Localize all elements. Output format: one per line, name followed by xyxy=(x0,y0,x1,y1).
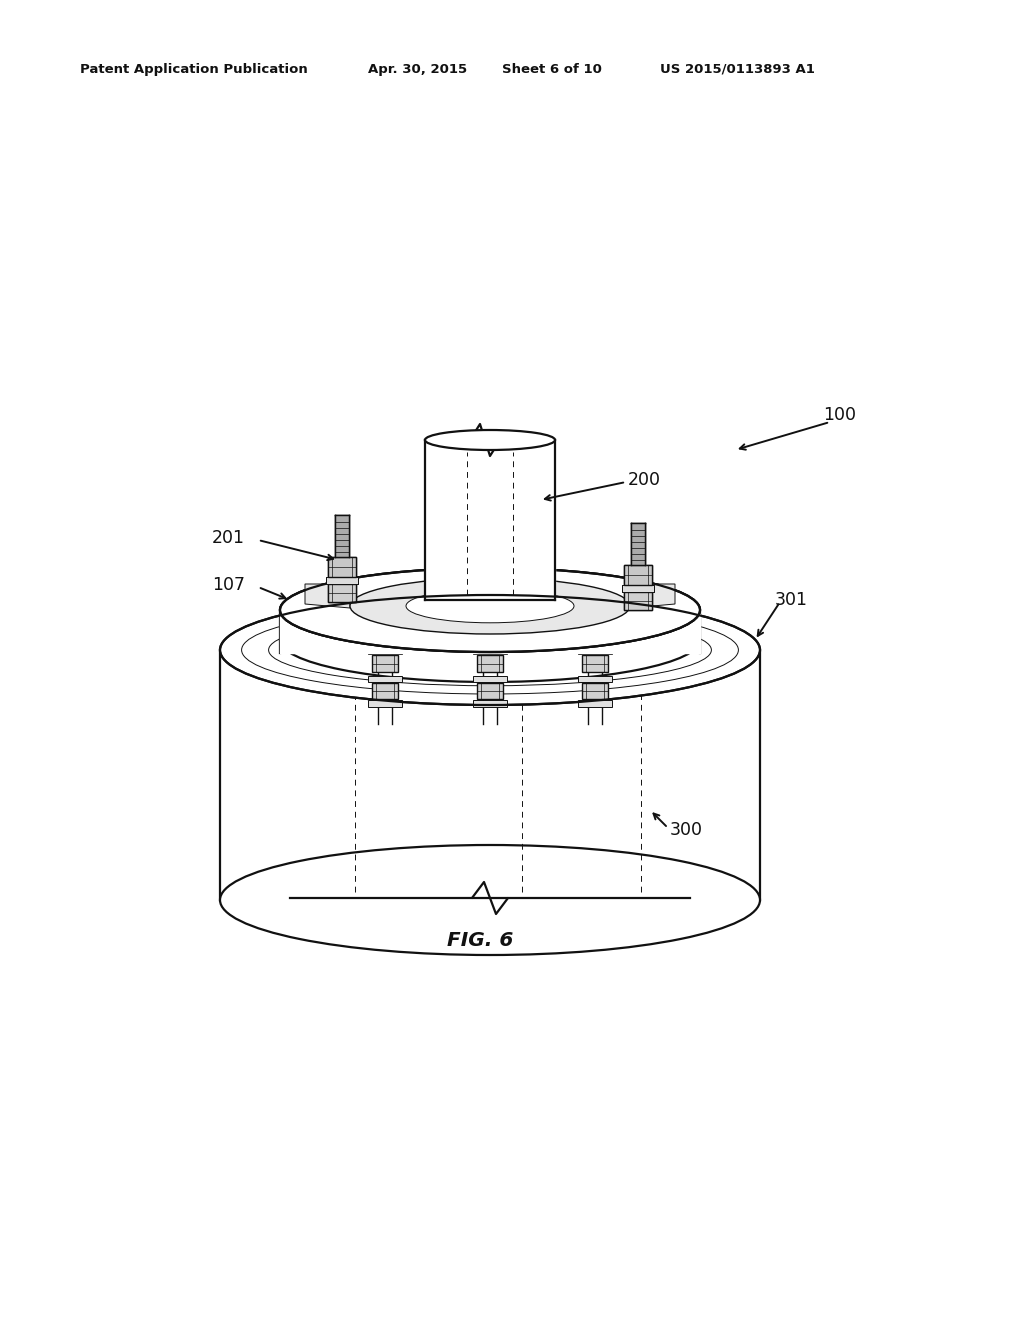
Polygon shape xyxy=(328,557,356,577)
Polygon shape xyxy=(368,700,402,708)
Polygon shape xyxy=(622,585,654,591)
Ellipse shape xyxy=(425,430,555,450)
Ellipse shape xyxy=(280,568,700,652)
Ellipse shape xyxy=(280,568,700,652)
Text: Apr. 30, 2015: Apr. 30, 2015 xyxy=(368,63,467,77)
Polygon shape xyxy=(368,647,402,653)
Polygon shape xyxy=(582,655,608,672)
Ellipse shape xyxy=(220,595,760,705)
Polygon shape xyxy=(624,565,652,585)
Text: 301: 301 xyxy=(775,591,808,609)
Polygon shape xyxy=(582,682,608,700)
Polygon shape xyxy=(578,676,612,682)
Polygon shape xyxy=(624,591,652,610)
Polygon shape xyxy=(630,583,675,609)
Polygon shape xyxy=(477,682,503,700)
Polygon shape xyxy=(578,647,612,653)
Ellipse shape xyxy=(350,578,630,634)
Polygon shape xyxy=(473,647,507,653)
Polygon shape xyxy=(372,655,398,672)
Polygon shape xyxy=(478,576,506,594)
Ellipse shape xyxy=(350,578,630,634)
Text: 200: 200 xyxy=(628,471,662,488)
Text: 107: 107 xyxy=(212,576,245,594)
Polygon shape xyxy=(473,700,507,708)
Polygon shape xyxy=(476,569,508,576)
Polygon shape xyxy=(578,700,612,708)
Text: 300: 300 xyxy=(670,821,703,840)
Polygon shape xyxy=(328,583,356,602)
Polygon shape xyxy=(326,577,358,583)
Ellipse shape xyxy=(220,845,760,954)
Polygon shape xyxy=(305,583,350,609)
Text: Patent Application Publication: Patent Application Publication xyxy=(80,63,308,77)
Text: 201: 201 xyxy=(212,529,245,546)
Polygon shape xyxy=(478,576,506,594)
Polygon shape xyxy=(368,676,402,682)
Text: US 2015/0113893 A1: US 2015/0113893 A1 xyxy=(660,63,815,77)
Text: Sheet 6 of 10: Sheet 6 of 10 xyxy=(502,63,602,77)
Polygon shape xyxy=(372,682,398,700)
Ellipse shape xyxy=(406,589,574,623)
Polygon shape xyxy=(328,583,356,602)
Polygon shape xyxy=(478,549,506,569)
Polygon shape xyxy=(478,549,506,569)
Polygon shape xyxy=(622,585,654,591)
Polygon shape xyxy=(328,557,356,577)
Text: 100: 100 xyxy=(823,407,856,424)
Polygon shape xyxy=(624,565,652,585)
Polygon shape xyxy=(473,676,507,682)
Polygon shape xyxy=(477,655,503,672)
Polygon shape xyxy=(326,577,358,583)
Text: FIG. 6: FIG. 6 xyxy=(446,931,513,949)
Polygon shape xyxy=(624,591,652,610)
Polygon shape xyxy=(476,569,508,576)
